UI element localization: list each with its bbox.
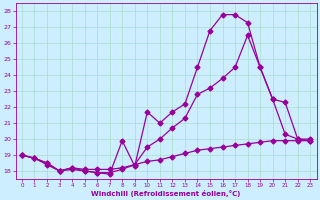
X-axis label: Windchill (Refroidissement éolien,°C): Windchill (Refroidissement éolien,°C) — [92, 190, 241, 197]
